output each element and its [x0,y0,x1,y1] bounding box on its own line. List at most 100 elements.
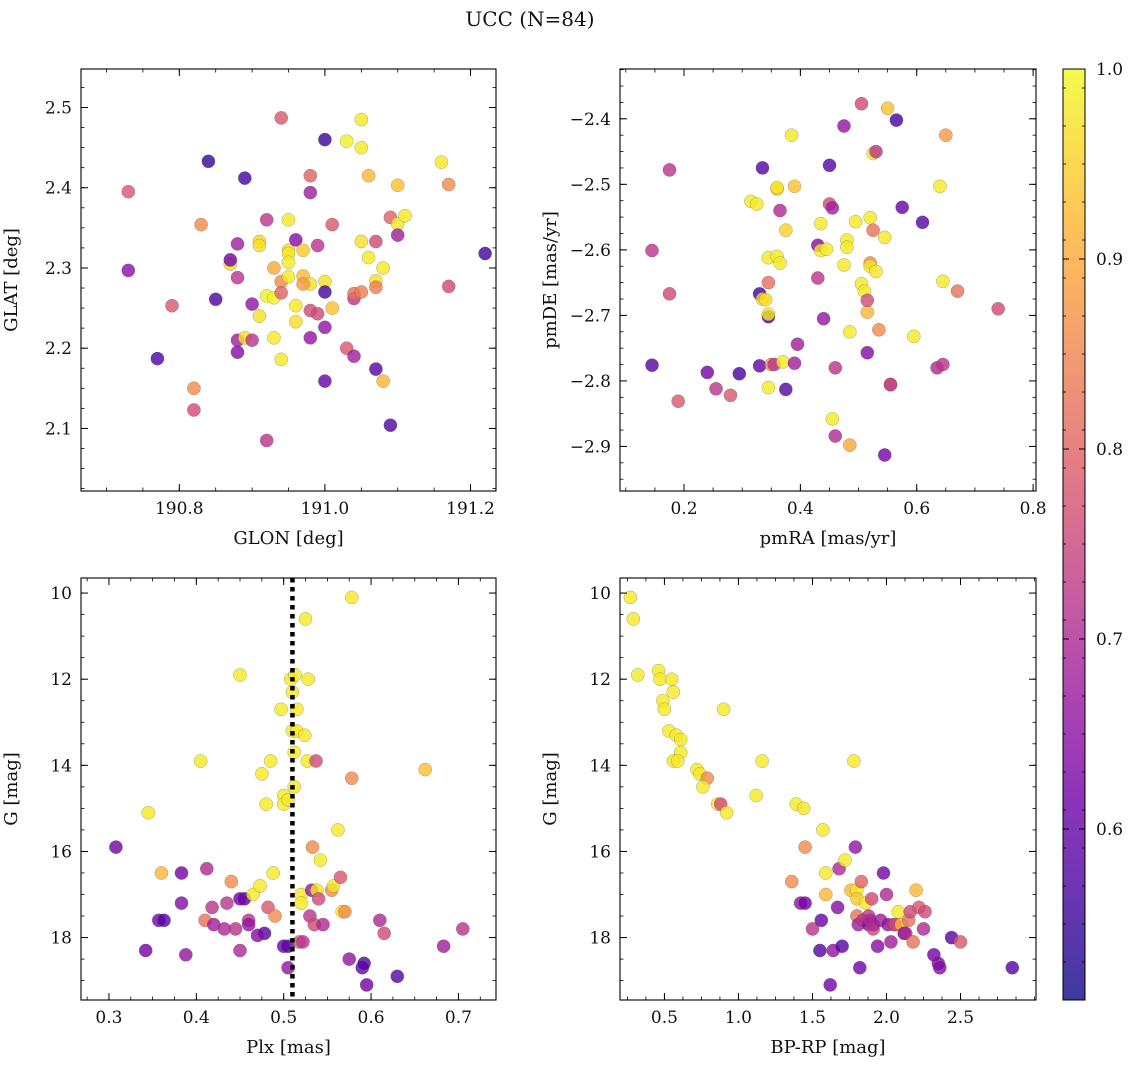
scatter-point [848,214,863,229]
scatter-point [709,381,723,396]
scatter-point [700,365,715,380]
scatter-point [758,292,773,307]
scatter-point [230,237,245,251]
x-axis-label: GLON [deg] [233,528,343,549]
scatter-point [838,853,852,867]
scatter-point [798,840,812,854]
scatter-point [301,672,316,687]
scatter-panels: 190.8 191.0 191.2 2.1 2.2 2.3 2.4 2.5 GLON [deg]… [1,68,1047,1058]
y-tick-label: −2.4 [570,110,611,130]
scatter-point [814,913,829,928]
scatter-point [233,892,247,906]
scatter-point [847,754,861,768]
scatter-point [354,112,369,127]
scatter-point [939,128,953,142]
colorbar-gradient [1062,68,1086,1001]
scatter-point [259,433,274,448]
scatter-point [872,322,886,337]
scatter-point [288,233,303,247]
scatter-point [241,917,256,932]
scatter-point [150,351,165,366]
scatter-point [657,702,672,717]
scatter-points [121,111,492,448]
colorbar-tick-label: 0.7 [1096,630,1123,650]
scatter-point [918,904,932,919]
scatter-point [220,896,234,910]
colorbar: 0.6 0.7 0.8 0.9 1.0 [1062,60,1123,1001]
y-tick-label: −2.9 [570,437,611,457]
scatter-point [843,438,857,452]
x-tick-label: 190.8 [155,499,204,519]
y-tick-label: 18 [589,929,611,949]
x-tick-label: 2.0 [873,1008,900,1028]
scatter-point [361,250,376,265]
x-tick-label: 191.0 [301,499,350,519]
panel-plx-g: 0.3 0.4 0.5 0.6 0.7 10 12 14 16 18 Plx [mas] G [mag… [1,577,497,1058]
scatter-point [318,320,332,335]
scatter-point [376,374,390,388]
scatter-point [906,935,920,949]
scatter-point [823,978,838,992]
scatter-point [303,185,318,200]
y-tick-label: 14 [589,756,611,776]
scatter-point [223,253,238,267]
x-tick-label: 0.5 [270,1008,297,1028]
y-tick-label: 12 [50,670,72,690]
scatter-point [716,702,731,717]
scatter-point [1005,960,1020,975]
scatter-point [877,448,892,462]
scatter-point [288,314,303,329]
scatter-point [816,823,830,837]
scatter-point [233,668,247,682]
y-tick-label: 16 [50,842,72,862]
scatter-point [174,866,189,880]
scatter-point [376,261,390,275]
x-tick-label: 0.4 [787,499,814,519]
scatter-point [798,896,812,910]
scatter-points [645,96,1006,462]
scatter-point [369,280,383,295]
scatter-point [666,685,681,699]
scatter-point [121,184,136,199]
x-tick-label: 2.5 [947,1008,974,1028]
scatter-point [297,728,312,743]
scatter-point [665,672,679,687]
x-axis-label: BP-RP [mag] [770,1037,885,1058]
scatter-point [187,381,201,396]
scatter-point [259,797,274,811]
scatter-point [790,337,805,352]
scatter-point [776,355,790,369]
x-tick-label: 0.3 [95,1008,122,1028]
scatter-point [895,200,910,215]
scatter-point [298,612,313,626]
scatter-point [854,96,869,111]
scatter-point [773,256,787,270]
scatter-point [916,922,931,936]
scatter-point [877,230,892,245]
scatter-point [245,297,259,311]
scatter-point [296,277,310,291]
scatter-point [779,382,793,397]
scatter-point [318,285,332,299]
x-tick-label: 1.5 [799,1008,826,1028]
scatter-point [822,158,837,173]
y-tick-label: 2.4 [45,179,72,199]
panel-glon-glat: 190.8 191.0 191.2 2.1 2.2 2.3 2.4 2.5 GLON [deg]… [1,68,497,549]
scatter-point [311,892,326,906]
scatter-point [883,377,898,392]
scatter-point [325,217,340,232]
scatter-point [369,362,383,376]
scatter-point [623,590,638,605]
scatter-point [250,928,265,943]
scatter-point [653,672,667,687]
scatter-point [208,292,223,307]
scatter-point [860,293,875,308]
scatter-point [662,286,677,301]
scatter-point [294,896,309,910]
scatter-point [825,201,840,215]
scatter-point [840,240,854,254]
scatter-point [784,128,799,142]
scatter-point [141,805,156,820]
scatter-point [390,969,405,984]
